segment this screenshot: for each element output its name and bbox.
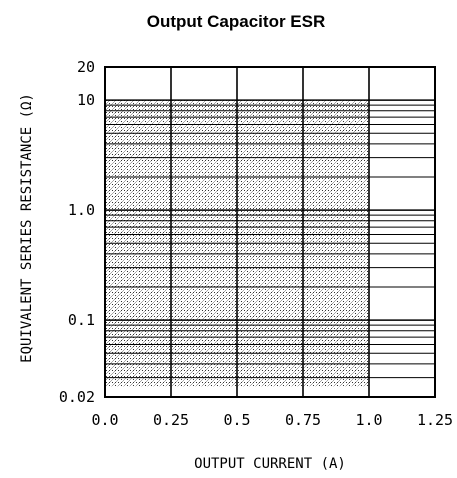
plot-frame — [104, 66, 436, 398]
y-tick-label: 0.02 — [59, 388, 95, 406]
x-tick-label: 0.25 — [153, 411, 189, 429]
plot-area — [104, 66, 436, 398]
y-tick-label: 10 — [77, 91, 95, 109]
x-tick-label: 0.75 — [285, 411, 321, 429]
x-tick-label: 1.25 — [417, 411, 453, 429]
x-tick-labels: 0.0 0.25 0.5 0.75 1.0 1.25 — [91, 411, 453, 429]
x-axis-label: OUTPUT CURRENT (A) — [194, 456, 346, 472]
y-tick-label: 0.1 — [68, 311, 95, 329]
x-tick-label: 0.0 — [91, 411, 118, 429]
y-axis-label: EQUIVALENT SERIES RESISTANCE (Ω) — [19, 93, 35, 363]
x-tick-label: 1.0 — [355, 411, 382, 429]
x-tick-label: 0.5 — [223, 411, 250, 429]
y-tick-label: 20 — [77, 58, 95, 76]
y-tick-labels: 20 10 1.0 0.1 0.02 — [59, 58, 95, 406]
y-tick-label: 1.0 — [68, 201, 95, 219]
chart-title: Output Capacitor ESR — [147, 12, 326, 31]
